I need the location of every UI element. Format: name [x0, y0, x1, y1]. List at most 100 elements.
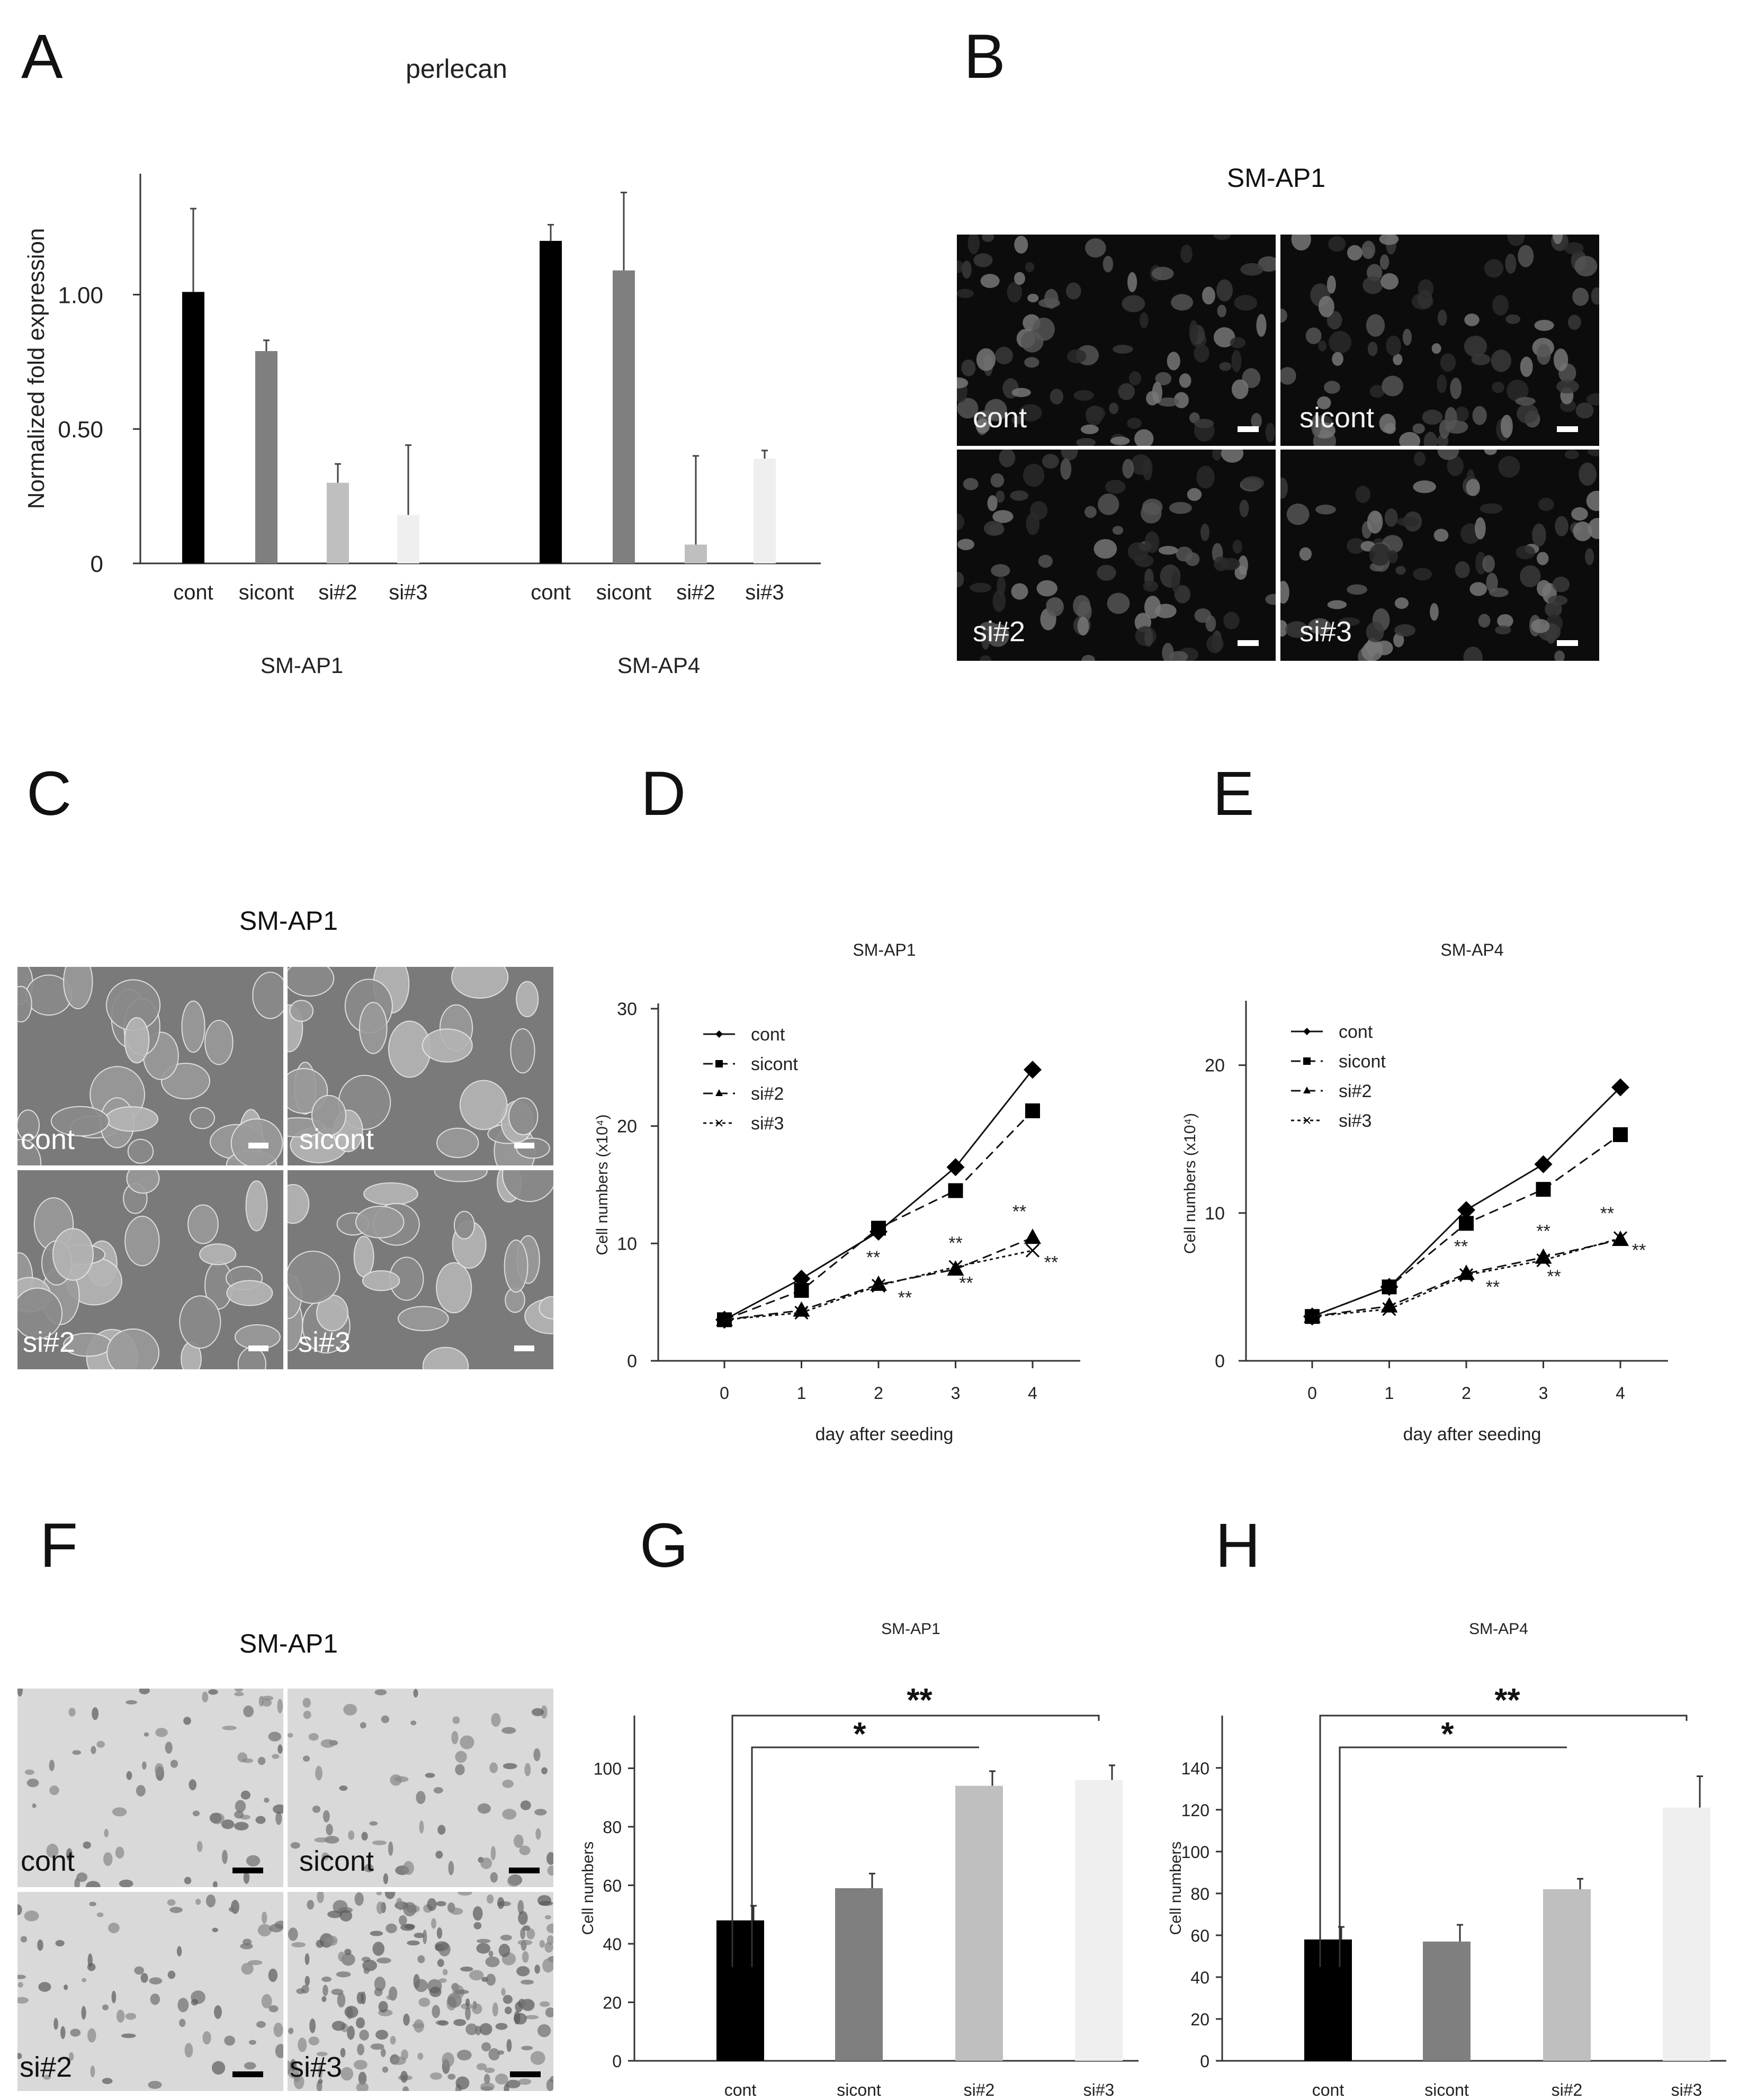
cell-blob	[288, 1184, 310, 1224]
cell-blob	[1050, 389, 1064, 405]
cell-blob	[1265, 423, 1276, 443]
significance-mark: **	[1486, 1277, 1500, 1297]
cell-blob	[442, 2052, 454, 2067]
scale-bar	[510, 2071, 541, 2077]
cell-blob	[435, 1851, 443, 1859]
cell-blob	[1097, 564, 1116, 581]
cell-blob	[362, 1270, 400, 1291]
cell-blob	[1413, 480, 1436, 493]
cell-blob	[248, 1960, 263, 1966]
scale-bar	[514, 1143, 534, 1148]
cell-blob	[91, 1746, 96, 1754]
cell-blob	[167, 1970, 176, 1979]
y-tick-label: 100	[594, 1759, 622, 1778]
cell-blob	[1500, 415, 1513, 438]
cell-blob	[506, 2079, 521, 2088]
cell-blob	[139, 1689, 150, 1694]
cell-blob	[1327, 600, 1347, 609]
x-tick-label: cont	[173, 581, 213, 604]
cell-blob	[453, 1210, 475, 1240]
cell-blob	[1517, 403, 1539, 424]
cell-blob	[176, 1946, 182, 1957]
cell-blob	[1122, 295, 1145, 312]
cell-blob	[539, 2001, 550, 2007]
cell-blob	[1179, 373, 1191, 388]
cell-blob	[241, 1758, 254, 1763]
cell-blob	[502, 1780, 514, 1788]
cell-blob	[1328, 236, 1346, 252]
cell-blob	[514, 1834, 524, 1848]
cell-blob	[17, 1975, 26, 1979]
cell-blob	[370, 1931, 383, 1936]
data-point-square	[1536, 1182, 1551, 1197]
cell-blob	[386, 1995, 394, 2000]
cell-blob	[1571, 507, 1588, 521]
tile-label-cont: cont	[21, 1124, 75, 1155]
cell-blob	[277, 1744, 283, 1754]
cell-texture	[1280, 450, 1599, 661]
cell-blob	[1585, 548, 1594, 566]
y-tick-label: 30	[617, 999, 637, 1019]
cell-blob	[1554, 650, 1565, 661]
cell-blob	[209, 1812, 222, 1824]
cell-blob	[1411, 293, 1433, 310]
data-point-x	[717, 1313, 732, 1327]
cell-blob	[542, 1958, 553, 1973]
cell-blob	[1382, 375, 1404, 397]
cell-blob	[469, 1970, 484, 1981]
cell-blob	[450, 1907, 463, 1915]
cell-blob	[224, 2035, 236, 2046]
y-tick-label: 20	[1205, 1056, 1225, 1076]
cell-blob	[436, 1927, 443, 1939]
cell-blob	[1311, 415, 1321, 437]
cell-blob	[165, 1742, 173, 1754]
cell-blob	[1379, 254, 1390, 270]
bar-sm-ap1-1	[255, 351, 277, 563]
cell-blob	[1139, 312, 1149, 328]
cell-blob	[37, 1939, 43, 1951]
cell-blob	[204, 1020, 234, 1065]
cell-blob	[1478, 614, 1491, 628]
y-axis-label: Cell numbers	[579, 1842, 597, 1935]
cell-blob	[288, 1733, 293, 1738]
cell-blob	[290, 2059, 297, 2072]
cell-blob	[503, 1995, 513, 2004]
cell-blob	[240, 1790, 250, 1800]
y-tick-label: 0	[627, 1351, 637, 1371]
cell-blob	[1219, 362, 1232, 371]
cell-blob	[1169, 502, 1192, 514]
cell-blob	[547, 1865, 553, 1876]
significance-mark: *	[853, 1716, 866, 1753]
cell-blob	[355, 1206, 405, 1239]
cell-blob	[308, 1733, 319, 1741]
y-tick-label: 10	[617, 1234, 637, 1254]
cell-blob	[1484, 450, 1497, 455]
cell-blob	[1553, 235, 1563, 245]
cell-blob	[1482, 555, 1495, 573]
x-tick-label: 0	[1307, 1384, 1317, 1403]
cell-blob	[480, 1857, 492, 1869]
cell-blob	[476, 2063, 487, 2070]
cell-blob	[1484, 259, 1504, 278]
cell-blob	[1113, 345, 1133, 354]
y-tick-label: 60	[1190, 1926, 1209, 1945]
cell-blob	[288, 2027, 294, 2034]
chart-title: SM-AP4	[1440, 940, 1503, 959]
cell-blob	[221, 1819, 235, 1829]
cell-blob	[1110, 436, 1130, 445]
cell-blob	[451, 1731, 459, 1745]
cell-blob	[472, 2003, 482, 2014]
cell-blob	[377, 1957, 391, 1964]
cell-blob	[302, 1698, 311, 1708]
x-tick-label: si#3	[745, 581, 784, 604]
cell-blob	[191, 1999, 199, 2006]
panel-c-micrographs: cont sicont si#2 si#3	[17, 967, 553, 1369]
cell-blob	[375, 2030, 389, 2040]
cell-blob	[311, 1094, 346, 1136]
cell-blob	[1381, 273, 1399, 290]
cell-blob	[374, 1689, 387, 1695]
cell-blob	[1152, 381, 1162, 403]
cell-blob	[1379, 235, 1399, 245]
cell-blob	[1011, 388, 1031, 397]
group-label: SM-AP4	[617, 653, 700, 678]
